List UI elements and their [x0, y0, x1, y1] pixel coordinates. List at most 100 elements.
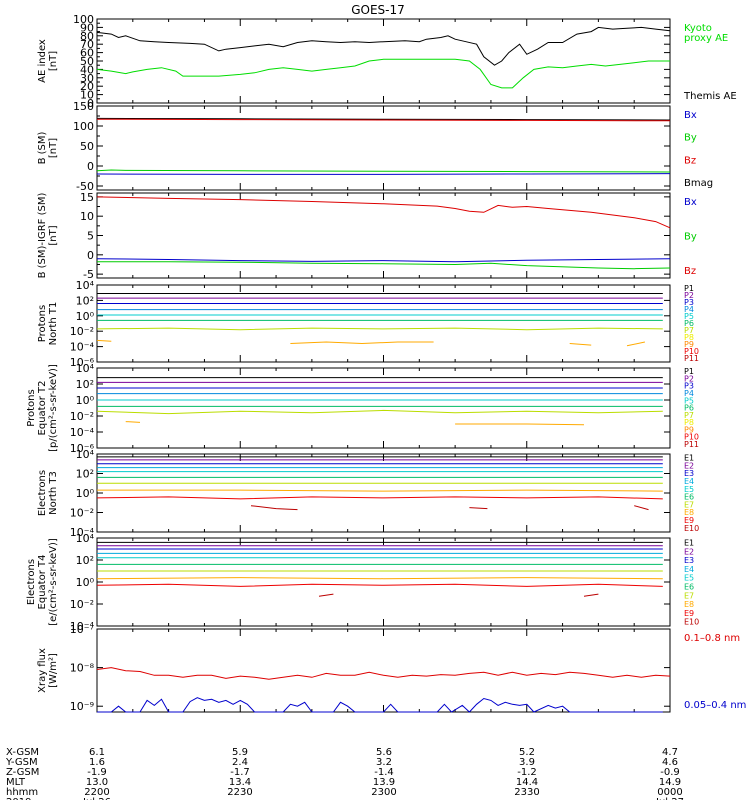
y-axis-label: [W/m²]	[48, 653, 59, 688]
series-line-11	[469, 507, 488, 510]
y-tick-label: 10⁻²	[70, 325, 94, 338]
x-axis-value: 2230	[227, 787, 252, 798]
series-line-9	[290, 341, 434, 345]
series-line-10	[569, 343, 592, 346]
legend-label: E2	[684, 461, 694, 470]
panel-frame	[96, 367, 671, 449]
x-axis-value: Jul 27	[655, 797, 684, 800]
y-tick-label: -50	[76, 180, 94, 193]
y-axis-label: Electrons	[26, 559, 37, 605]
y-axis-label: AE index	[37, 39, 48, 83]
x-axis-row-label: Y-GSM	[5, 757, 38, 768]
series-line-1	[96, 196, 671, 229]
y-axis-label: [nT]	[48, 138, 59, 158]
y-tick-label: 10⁻⁴	[70, 341, 95, 354]
y-tick-label: 5	[87, 230, 94, 243]
y-axis-label: Equator T2	[37, 381, 48, 436]
x-axis-value: 3.9	[519, 757, 535, 768]
x-axis-value: 2330	[514, 787, 539, 798]
legend-label: E6	[684, 582, 694, 591]
legend-label: P4	[684, 305, 694, 314]
y-tick-label: 60	[80, 47, 94, 60]
legend-label: E7	[684, 500, 694, 509]
series-line-10	[318, 593, 334, 597]
y-tick-label: 30	[80, 72, 94, 85]
legend-label: P10	[684, 347, 699, 356]
y-tick-label: 80	[80, 30, 94, 43]
legend-label: E3	[684, 469, 694, 478]
legend-label: E5	[684, 574, 694, 583]
legend-label: Kyoto	[684, 23, 712, 34]
legend-label: P8	[684, 333, 694, 342]
series-line-2	[97, 697, 663, 713]
x-axis-value: 6.1	[89, 747, 105, 758]
series-line-11	[583, 593, 599, 597]
series-line-9	[96, 583, 663, 587]
legend-label: E4	[684, 565, 694, 574]
legend-label: E9	[684, 609, 694, 618]
series-line-8	[97, 489, 663, 492]
y-tick-label: 50	[80, 55, 94, 68]
y-tick-label: 10⁰	[76, 576, 95, 589]
y-tick-label: 10⁴	[76, 532, 95, 545]
legend-label: P1	[684, 367, 694, 376]
panel-5: 10⁻⁶ 10⁻⁴ 10⁻² 10⁰ 10² 10⁴ Protons Equator T2 [p…	[26, 362, 699, 455]
series-line-2	[96, 258, 671, 263]
y-axis-label: North T1	[48, 302, 59, 346]
y-tick-label: 10⁻⁶	[70, 442, 95, 455]
series-line-12	[634, 505, 649, 511]
y-tick-label: 10⁻⁹	[70, 700, 94, 713]
legend-label: P5	[684, 396, 694, 405]
legend-label: P2	[684, 374, 694, 383]
y-tick-label: 10⁻⁸	[70, 662, 95, 675]
y-axis-label: [nT]	[48, 51, 59, 71]
y-axis-label: B (SM)-IGRF (SM)	[37, 193, 48, 279]
legend-label: E4	[684, 477, 694, 486]
panel-frame	[96, 284, 671, 363]
panel-8: 10⁻⁹ 10⁻⁸ 10⁻⁷ Xray flux [W/m²] 0.1–0.8 nm 0.0…	[37, 623, 746, 713]
series-line-1	[96, 117, 671, 121]
legend-label: E10	[684, 524, 699, 533]
x-axis-value: 3.2	[376, 757, 392, 768]
panel-6: 10⁻⁴ 10⁻² 10⁰ 10² 10⁴ Electrons North T3 E1E2E3…	[37, 448, 699, 539]
legend-label: P9	[684, 425, 694, 434]
legend-label: P3	[684, 382, 694, 391]
legend-label: P7	[684, 411, 694, 420]
legend-label: Bz	[684, 266, 696, 277]
legend-label: E2	[684, 547, 694, 556]
y-tick-label: 15	[80, 191, 94, 204]
series-line-11	[626, 341, 646, 347]
x-axis-value: 2300	[371, 787, 396, 798]
y-tick-label: 10⁰	[76, 394, 95, 407]
series-line-8	[96, 339, 112, 342]
y-tick-label: 20	[80, 80, 94, 93]
x-axis-value: -1.9	[87, 767, 107, 778]
legend-label: P4	[684, 389, 694, 398]
legend-label: By	[684, 133, 697, 144]
y-axis-label: [nT]	[48, 225, 59, 245]
legend-label: 0.05–0.4 nm	[684, 700, 746, 711]
x-axis-row-label: hhmm	[6, 787, 38, 798]
series-line-3	[97, 261, 671, 270]
legend-label: E1	[684, 538, 694, 547]
y-tick-label: 100	[73, 120, 94, 133]
legend-label: E8	[684, 508, 694, 517]
y-tick-label: 90	[80, 21, 94, 34]
x-axis-value: 13.4	[229, 777, 251, 788]
y-tick-label: 10²	[76, 554, 94, 567]
legend-label: P1	[684, 284, 694, 293]
x-axis-value: 5.2	[519, 747, 535, 758]
legend-label: E6	[684, 493, 694, 502]
y-tick-label: 10	[80, 210, 94, 223]
legend-label: P2	[684, 291, 694, 300]
series-line-7	[96, 327, 663, 331]
x-axis-value: -1.2	[517, 767, 537, 778]
x-axis-value: 13.9	[373, 777, 395, 788]
y-tick-label: 0	[87, 249, 94, 262]
legend-label: P11	[684, 440, 699, 449]
y-axis-label: Protons	[37, 305, 48, 342]
panel-4: 10⁻⁶ 10⁻⁴ 10⁻² 10⁰ 10² 10⁴ Protons North T1 P1P2…	[37, 279, 699, 369]
y-tick-label: 150	[73, 100, 94, 113]
legend-label: P6	[684, 319, 694, 328]
